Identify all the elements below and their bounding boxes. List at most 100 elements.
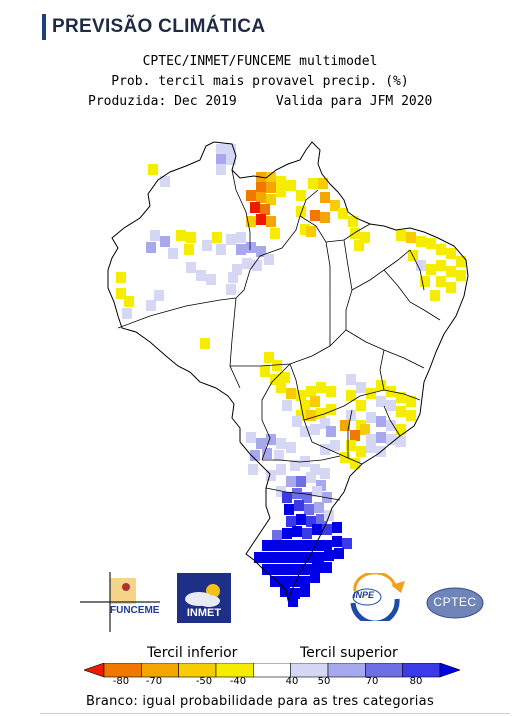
probability-cell: [306, 410, 316, 421]
probability-cell: [276, 186, 286, 197]
probability-cell: [236, 232, 246, 243]
probability-cell: [226, 144, 236, 155]
probability-cell: [256, 192, 266, 203]
funceme-logo-text: FUNCEME: [110, 605, 160, 616]
probability-cell: [280, 586, 290, 597]
probability-cell: [290, 588, 300, 599]
probability-cell: [154, 290, 164, 301]
brazil-precip-map: [107, 141, 469, 607]
probability-cell: [266, 434, 276, 445]
probability-cell: [318, 178, 328, 189]
probability-cell: [250, 202, 260, 213]
probability-cell: [338, 208, 348, 219]
probability-cell: [296, 390, 306, 401]
probability-cell: [302, 564, 312, 575]
cptec-globe-icon: [426, 587, 484, 619]
probability-cell: [416, 236, 426, 247]
probability-cell: [346, 374, 356, 385]
probability-cell: [324, 550, 334, 561]
probability-cell: [246, 216, 256, 227]
probability-cell: [436, 276, 446, 287]
probability-cell: [340, 420, 350, 431]
probability-cell: [264, 254, 274, 265]
probability-cell: [302, 540, 312, 551]
probability-cell: [348, 216, 358, 227]
scale-tick-label: -50: [195, 676, 213, 687]
legend-tercil-superior: Tercil superior: [300, 645, 398, 661]
probability-cell: [356, 382, 366, 393]
probability-cell: [396, 230, 406, 241]
scale-swatch: [327, 663, 366, 678]
page-title: PREVISÃO CLIMÁTICA: [52, 16, 266, 37]
probability-cell: [342, 538, 352, 549]
probability-cell: [282, 400, 292, 411]
probability-cell: [276, 176, 286, 187]
probability-cell: [280, 372, 290, 383]
probability-cell: [186, 262, 196, 273]
probability-cell: [200, 338, 210, 349]
scale-tick-label: 80: [409, 676, 423, 687]
probability-cell: [286, 476, 296, 487]
probability-cell: [282, 492, 292, 503]
probability-cell: [310, 210, 320, 221]
scale-swatch: [141, 663, 179, 678]
probability-cell: [274, 552, 284, 563]
probability-cell: [272, 360, 282, 371]
probability-cell: [366, 434, 376, 445]
probability-cell: [406, 410, 416, 421]
probability-cell: [262, 540, 272, 551]
probability-cell: [396, 406, 406, 417]
probability-cell: [320, 418, 330, 429]
probability-cell: [366, 412, 376, 423]
probability-cell: [286, 442, 296, 453]
scale-tick-label: -70: [145, 676, 163, 687]
probability-cell: [304, 504, 314, 515]
inmet-cloud-sun-icon: [177, 573, 231, 623]
probability-cell: [226, 154, 236, 165]
probability-cell: [226, 234, 236, 245]
probability-cell: [228, 272, 238, 283]
probability-cell: [212, 232, 222, 243]
page-header: PREVISÃO CLIMÁTICA: [42, 14, 265, 40]
map-subtitle-line-3: Produzida: Dec 2019 Valida para JFM 2020: [88, 94, 433, 109]
probability-cell: [456, 256, 466, 267]
probability-cell: [310, 572, 320, 583]
probability-cell: [148, 164, 158, 175]
probability-cell: [420, 276, 430, 287]
probability-cell: [196, 270, 206, 281]
probability-cell: [122, 308, 132, 319]
probability-cell: [446, 266, 456, 277]
probability-cell: [146, 242, 156, 253]
map-subtitle-line-1: CPTEC/INMET/FUNCEME multimodel: [142, 54, 378, 69]
probability-cell: [376, 432, 386, 443]
probability-cell: [376, 396, 386, 407]
probability-cell: [292, 416, 302, 427]
color-scale-bar: [84, 663, 460, 678]
header-accent-bar: [42, 14, 46, 40]
probability-cell: [322, 562, 332, 573]
probability-cell: [302, 528, 312, 539]
probability-cell: [350, 228, 360, 239]
probability-cell: [272, 540, 282, 551]
probability-cell: [272, 530, 282, 541]
state-boundaries: [117, 169, 441, 501]
probability-cell: [316, 408, 326, 419]
probability-cell: [332, 522, 342, 533]
probability-cell: [366, 442, 376, 453]
probability-cell: [296, 410, 306, 421]
probability-cell: [296, 514, 306, 525]
probability-cell: [282, 540, 292, 551]
probability-cell: [320, 192, 330, 203]
scale-swatch: [439, 663, 460, 678]
probability-cell: [426, 264, 436, 275]
brazil-outline: [107, 141, 469, 602]
probability-cell: [116, 288, 126, 299]
probability-cell: [310, 396, 320, 407]
scale-tick-label: 50: [317, 676, 331, 687]
probability-cell: [300, 576, 310, 587]
probability-cell: [264, 552, 274, 563]
probability-cell: [396, 436, 406, 447]
probability-cell: [406, 232, 416, 243]
probability-cell: [252, 260, 262, 271]
probability-cell: [346, 390, 356, 401]
